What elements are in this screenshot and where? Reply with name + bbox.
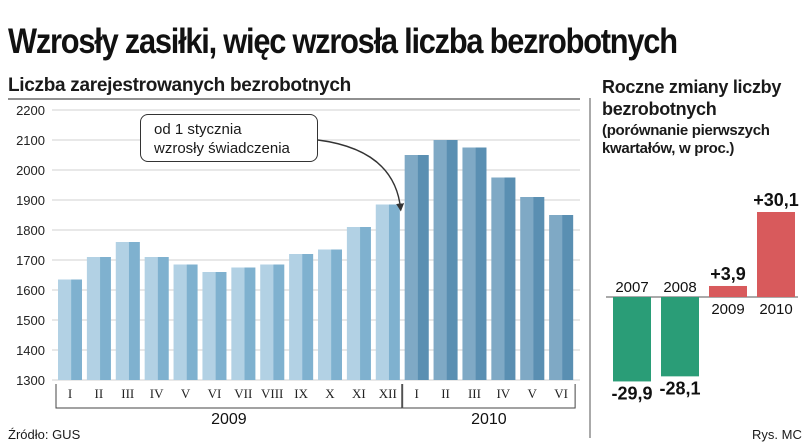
x-tick-label: VI — [554, 386, 568, 401]
x-tick-label: V — [528, 386, 538, 401]
right-bar-chart: 2007 -29,9 2008 -28,1 2009 +3,9 2010 +30,1 — [606, 190, 799, 403]
change-bar — [661, 297, 699, 377]
y-tick-label: 1300 — [16, 373, 45, 388]
y-tick-label: 1900 — [16, 193, 45, 208]
bar-shade — [186, 264, 198, 380]
left-bar-chart: 1300 1400 1500 1600 1700 1800 1900 2000 2100 2200… — [16, 103, 580, 428]
y-tick-label: 1800 — [16, 223, 45, 238]
bar-shade — [533, 197, 545, 380]
value-label: -28,1 — [659, 378, 700, 398]
x-tick-label: VII — [234, 386, 252, 401]
bar-shade — [388, 204, 400, 380]
y-tick-label: 1700 — [16, 253, 45, 268]
x-tick-label: I — [414, 386, 418, 401]
annotation-arrow — [317, 139, 405, 212]
x-tick-label: VI — [208, 386, 222, 401]
annotation-line-2: wzrosły świadczenia — [154, 140, 290, 157]
bar-shade — [475, 147, 487, 380]
bar-shade — [562, 215, 574, 380]
change-bar — [709, 285, 747, 297]
year-category-label: 2007 — [615, 279, 648, 296]
bar-shade — [157, 257, 169, 380]
annotation-line-1: od 1 stycznia — [154, 121, 242, 138]
year-label: 2010 — [471, 411, 507, 428]
change-bar — [613, 297, 651, 382]
year-category-label: 2010 — [759, 301, 792, 318]
x-tick-label: III — [468, 386, 481, 401]
bar-shade — [504, 177, 516, 380]
x-tick-label: II — [441, 386, 450, 401]
x-tick-label: I — [68, 386, 72, 401]
bar-shade — [128, 242, 140, 380]
value-label: -29,9 — [611, 383, 652, 403]
value-label: +30,1 — [753, 190, 799, 210]
author-credit: Rys. MC — [752, 427, 802, 442]
year-category-label: 2008 — [663, 279, 696, 296]
y-tick-label: 1500 — [16, 313, 45, 328]
source-note: Źródło: GUS — [8, 427, 81, 442]
annotation-box: od 1 stycznia wzrosły świadczenia — [140, 114, 318, 162]
x-tick-label: IV — [150, 386, 164, 401]
x-tick-label: XII — [379, 386, 397, 401]
x-tick-label: X — [325, 386, 335, 401]
year-bracket — [402, 384, 576, 409]
x-tick-label: IV — [496, 386, 510, 401]
x-tick-label: VIII — [261, 386, 283, 401]
x-tick-label: V — [181, 386, 191, 401]
bar-shade — [417, 155, 429, 380]
x-tick-label: IX — [294, 386, 308, 401]
bar-shade — [446, 140, 458, 380]
value-label: +3,9 — [710, 264, 746, 284]
bar-shade — [71, 279, 82, 380]
bar-shade — [360, 227, 371, 380]
x-tick-label: XI — [352, 386, 366, 401]
x-tick-label: III — [121, 386, 134, 401]
year-category-label: 2009 — [711, 301, 744, 318]
year-label: 2009 — [211, 411, 247, 428]
y-tick-label: 1400 — [16, 343, 45, 358]
bar-shade — [215, 272, 227, 380]
year-bracket — [55, 384, 403, 409]
y-tick-label: 1600 — [16, 283, 45, 298]
bar-shade — [302, 254, 314, 380]
bar-shade — [273, 264, 285, 380]
right-chart-title: Roczne zmiany liczby bezrobotnych — [602, 77, 782, 119]
left-chart-title: Liczba zarejestrowanych bezrobotnych — [8, 75, 351, 96]
bar-shade — [331, 249, 342, 380]
right-chart-subtitle: (porównanie pierwszych kwartałów, w proc… — [602, 122, 770, 157]
bar-shade — [244, 267, 256, 380]
bar-shade — [100, 257, 111, 380]
y-tick-label: 2100 — [16, 133, 45, 148]
change-bar — [757, 212, 795, 297]
x-tick-label: II — [95, 386, 104, 401]
y-tick-label: 2000 — [16, 163, 45, 178]
headline: Wzrosły zasiłki, więc wzrosła liczba bez… — [8, 22, 678, 61]
y-tick-label: 2200 — [16, 103, 45, 118]
